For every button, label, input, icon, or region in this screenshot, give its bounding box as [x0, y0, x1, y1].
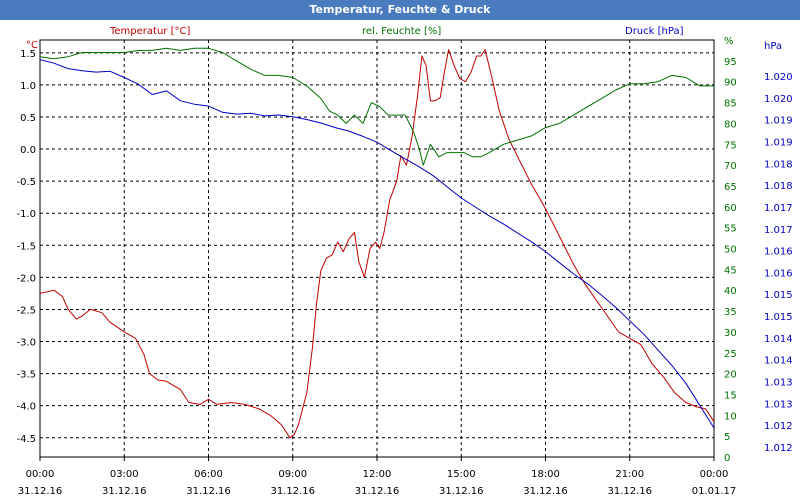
pressure-tick-label: 1.018	[764, 181, 793, 192]
pressure-tick-label: 1.017	[764, 225, 793, 236]
temp-tick-label: -0.5	[16, 177, 36, 188]
temp-tick-label: 0.0	[20, 145, 36, 156]
humidity-tick-label: 30	[724, 328, 737, 339]
temp-tick-label: -3.0	[16, 338, 36, 349]
pressure-tick-label: 1.016	[764, 268, 793, 279]
humidity-tick-label: 95	[724, 57, 737, 68]
x-tick-date: 31.12.16	[186, 486, 231, 497]
humidity-tick-label: 55	[724, 224, 737, 235]
x-tick-time: 18:00	[531, 469, 560, 480]
humidity-tick-label: 50	[724, 245, 737, 256]
x-axis: 00:00 31.12.16 03:00 31.12.16 06:00 31.12.16 0…	[18, 457, 737, 497]
axis-labels: 1.5 1.0 0.5 0.0 -0.5 -1.0 -1.5 -2.0 -2.5 -3.0 -3.5…	[16, 26, 792, 464]
humidity-tick-label: 65	[724, 182, 737, 193]
pressure-tick-label: 1.019	[764, 137, 793, 148]
legend-humidity: rel. Feuchte [%]	[362, 26, 441, 37]
pressure-tick-label: 1.012	[764, 421, 793, 432]
temp-tick-label: -1.5	[16, 241, 36, 252]
humidity-tick-label: 5	[724, 432, 730, 443]
humidity-tick-label: %	[724, 36, 734, 47]
x-tick-date: 01.01.17	[692, 486, 737, 497]
temp-tick-label: -4.0	[16, 402, 36, 413]
temp-tick-label: -4.5	[16, 434, 36, 445]
pressure-tick-label: 1.019	[764, 116, 793, 127]
legend-temperature: Temperatur [°C]	[109, 26, 190, 37]
humidity-tick-label: 35	[724, 307, 737, 318]
chart-canvas: 1.5 1.0 0.5 0.0 -0.5 -1.0 -1.5 -2.0 -2.5 -3.0 -3.5…	[16, 26, 792, 497]
pressure-tick-label: 1.018	[764, 159, 793, 170]
x-tick-date: 31.12.16	[270, 486, 315, 497]
humidity-tick-label: 10	[724, 411, 737, 422]
x-tick-time: 00:00	[26, 469, 55, 480]
x-tick-time: 21:00	[615, 469, 644, 480]
pressure-tick-label: 1.017	[764, 203, 793, 214]
x-tick-time: 03:00	[110, 469, 139, 480]
pressure-tick-label: 1.012	[764, 443, 793, 454]
temp-tick-label: -3.5	[16, 370, 36, 381]
humidity-tick-label: 80	[724, 119, 737, 130]
humidity-tick-label: 25	[724, 349, 737, 360]
series-line-humidity	[39, 47, 714, 166]
x-tick-date: 31.12.16	[102, 486, 147, 497]
pressure-tick-label: 1.013	[764, 378, 793, 389]
temp-tick-label: 0.5	[20, 113, 36, 124]
humidity-tick-label: 40	[724, 286, 737, 297]
humidity-tick-label: 75	[724, 140, 737, 151]
pressure-tick-label: 1.015	[764, 290, 793, 301]
pressure-tick-label: 1.020	[764, 94, 793, 105]
pressure-unit-label: hPa	[764, 41, 782, 52]
temp-tick-label: -2.0	[16, 273, 36, 284]
x-tick-time: 09:00	[278, 469, 307, 480]
x-tick-date: 31.12.16	[18, 486, 63, 497]
pressure-tick-label: 1.014	[764, 334, 793, 345]
temp-tick-label: 1.0	[20, 81, 36, 92]
temp-tick-label: -1.0	[16, 209, 36, 220]
pressure-tick-label: 1.014	[764, 356, 793, 367]
legend-pressure: Druck [hPa]	[625, 26, 684, 37]
temp-tick-label: 1.5	[20, 49, 36, 60]
humidity-tick-label: 70	[724, 161, 737, 172]
temp-unit-label: °C	[26, 40, 38, 51]
series-lines	[39, 47, 715, 439]
humidity-tick-label: 20	[724, 370, 737, 381]
x-tick-time: 15:00	[447, 469, 476, 480]
x-tick-time: 06:00	[194, 469, 223, 480]
humidity-tick-label: 0	[724, 453, 730, 464]
humidity-tick-label: 90	[724, 78, 737, 89]
chart-title: Temperatur, Feuchte & Druck	[0, 0, 800, 20]
pressure-tick-label: 1.013	[764, 399, 793, 410]
pressure-tick-label: 1.016	[764, 247, 793, 258]
grid-lines	[40, 40, 714, 457]
x-tick-time: 12:00	[363, 469, 392, 480]
temp-tick-label: -2.5	[16, 305, 36, 316]
x-tick-date: 31.12.16	[355, 486, 400, 497]
pressure-tick-label: 1.020	[764, 72, 793, 83]
humidity-tick-label: 45	[724, 265, 737, 276]
x-tick-date: 31.12.16	[523, 486, 568, 497]
series-line-pressure	[39, 59, 715, 429]
x-tick-date: 31.12.16	[439, 486, 484, 497]
series-line-temperature	[39, 49, 715, 439]
pressure-tick-label: 1.015	[764, 312, 793, 323]
humidity-tick-label: 60	[724, 203, 737, 214]
humidity-tick-label: 85	[724, 99, 737, 110]
humidity-tick-label: 15	[724, 390, 737, 401]
x-tick-date: 31.12.16	[607, 486, 652, 497]
x-tick-time: 00:00	[700, 469, 729, 480]
